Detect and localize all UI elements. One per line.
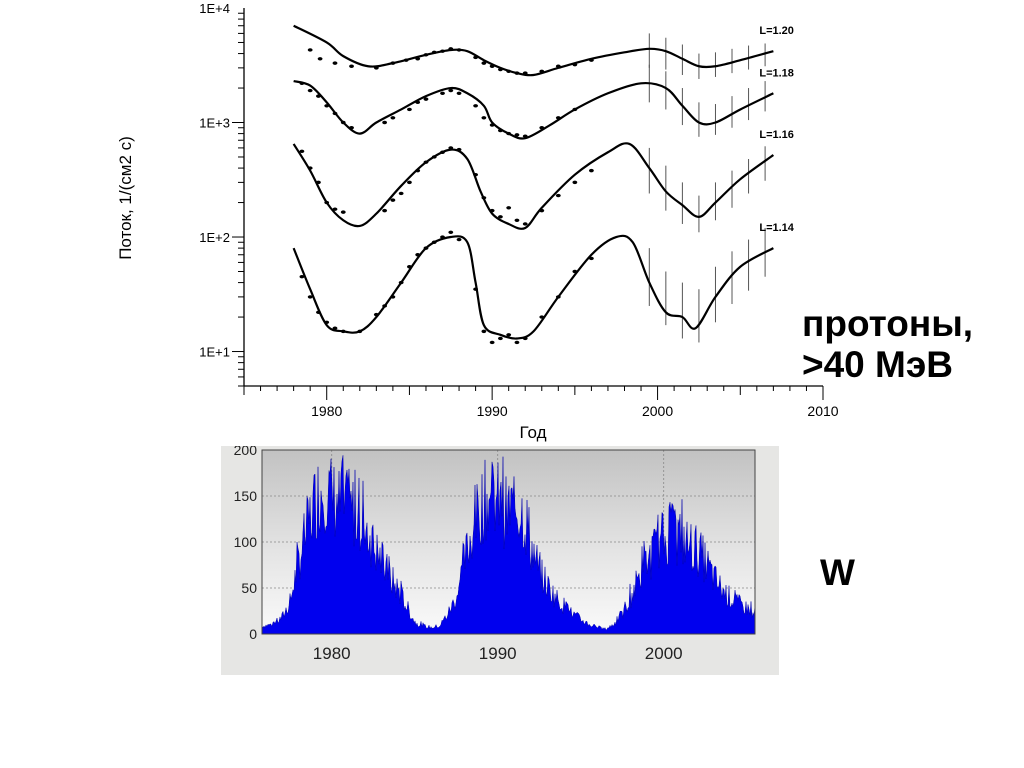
data-point <box>489 340 495 345</box>
x-tick-label: 2010 <box>807 403 838 419</box>
y-axis-label: Поток, 1/(см2 с) <box>116 136 135 260</box>
data-point <box>514 133 520 137</box>
series-L=1.18: L=1.18 <box>293 64 794 140</box>
data-point <box>481 61 487 65</box>
x-tick-label: 1980 <box>313 644 351 663</box>
series-label: L=1.14 <box>759 222 794 234</box>
data-point <box>423 97 429 101</box>
data-point <box>407 107 412 112</box>
data-point <box>589 168 594 173</box>
data-point <box>390 116 396 120</box>
plot-frame <box>261 449 756 635</box>
data-point <box>572 180 578 185</box>
series-label: L=1.16 <box>759 129 794 141</box>
data-point <box>340 210 346 214</box>
x-tick-label: 2000 <box>645 644 683 663</box>
x-tick-label: 1990 <box>479 644 517 663</box>
y-tick-label: 50 <box>241 580 257 596</box>
data-point <box>456 237 462 242</box>
data-point <box>514 340 520 345</box>
model-curve <box>293 24 774 77</box>
data-point <box>382 208 388 213</box>
data-point <box>299 275 305 279</box>
data-point <box>332 207 338 211</box>
protons-annotation: протоны, >40 МэВ <box>802 303 973 386</box>
x-tick-label: 2000 <box>642 403 673 419</box>
x-tick-label: 1980 <box>311 403 342 419</box>
model-curve <box>292 234 774 340</box>
series-L=1.14: L=1.14 <box>292 222 795 345</box>
y-tick-label: 200 <box>234 446 258 458</box>
y-tick-label: 150 <box>234 488 258 504</box>
y-tick-label: 1E+1 <box>199 345 230 360</box>
sunspot-number-chart: 0 50 100 150 200 1980 1990 2000 <box>234 446 756 663</box>
series-label: L=1.20 <box>759 25 794 37</box>
data-point <box>506 206 512 210</box>
proton-flux-series: L=1.20 L=1.18 L=1.16 L=1.14 <box>292 24 795 345</box>
data-point <box>382 120 388 125</box>
data-point <box>514 218 520 222</box>
y-tick-label: 100 <box>234 534 258 550</box>
model-curve <box>292 142 775 230</box>
x-axis-label: Год <box>519 423 546 442</box>
y-tick-label: 1E+2 <box>199 230 230 245</box>
data-point <box>440 91 445 95</box>
protons-label-line2: >40 МэВ <box>802 344 954 386</box>
y-tick-label: 1E+4 <box>199 1 230 16</box>
data-point <box>481 116 487 120</box>
protons-label-line1: протоны, <box>802 303 974 344</box>
data-point <box>473 104 478 108</box>
data-point <box>390 198 396 202</box>
data-point <box>498 336 503 341</box>
x-tick-label: 1990 <box>477 403 508 419</box>
series-label: L=1.18 <box>759 67 794 79</box>
w-label: W <box>820 552 855 593</box>
data-point <box>407 180 412 185</box>
model-curve <box>293 80 774 140</box>
series-L=1.16: L=1.16 <box>292 129 794 233</box>
data-point <box>448 230 454 234</box>
data-point <box>349 64 354 68</box>
data-point <box>506 333 512 337</box>
sunspot-number-panel: 0 50 100 150 200 1980 1990 2000 <box>221 446 779 675</box>
proton-flux-axes: 1E+1 1E+2 1E+3 1E+4 1980 1990 2000 2010 <box>199 1 839 419</box>
data-point <box>555 193 561 198</box>
data-point <box>332 326 338 330</box>
data-point <box>398 191 404 196</box>
data-point <box>498 215 503 219</box>
data-point <box>448 88 454 93</box>
data-point <box>307 295 313 299</box>
sunspot-area <box>261 455 756 635</box>
data-point <box>522 222 528 226</box>
data-point <box>456 91 462 95</box>
series-L=1.20: L=1.20 <box>293 24 794 79</box>
data-point <box>307 48 313 52</box>
data-point <box>317 57 323 61</box>
y-tick-label: 1E+3 <box>199 116 230 131</box>
data-point <box>307 88 313 93</box>
y-tick-label: 0 <box>249 626 257 642</box>
data-point <box>481 329 487 334</box>
data-point <box>299 149 305 154</box>
data-point <box>332 61 338 65</box>
